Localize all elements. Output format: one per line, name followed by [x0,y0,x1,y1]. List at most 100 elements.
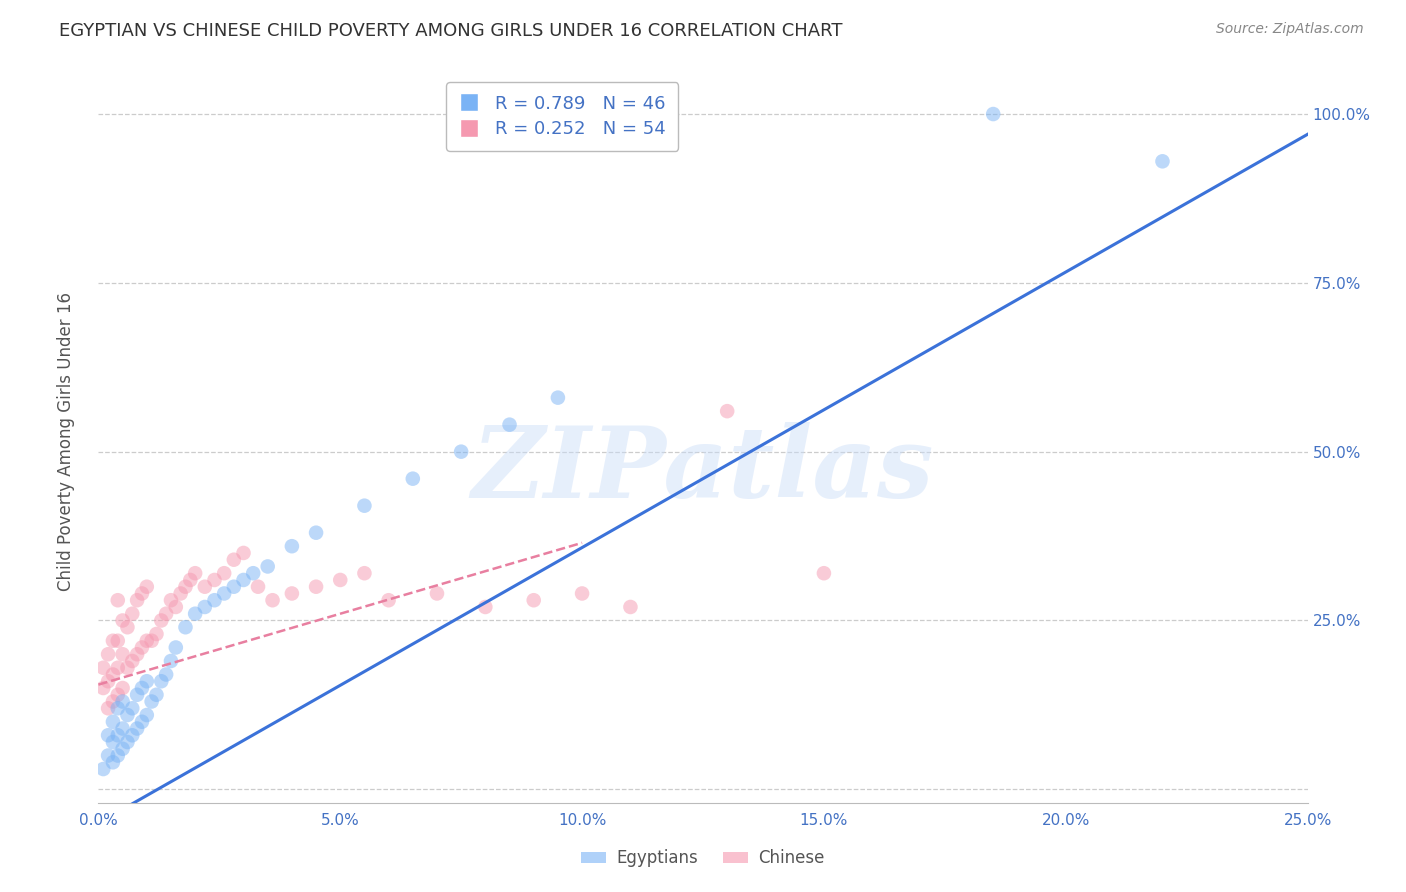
Point [145,688,167,702]
Point [242,566,264,581]
Point [101,633,124,648]
Point [91,661,114,675]
Point [160,654,183,668]
Point [101,714,124,729]
Point [127,593,149,607]
Point [1152,154,1174,169]
Point [107,728,129,742]
Point [111,722,134,736]
Point [135,708,157,723]
Point [194,599,217,614]
Point [353,499,375,513]
Text: ZIPatlas: ZIPatlas [472,422,934,518]
Point [107,633,129,648]
Point [141,633,163,648]
Legend: Egyptians, Chinese: Egyptians, Chinese [575,843,831,874]
Point [131,640,153,655]
Point [107,688,129,702]
Point [222,580,245,594]
Point [111,694,134,708]
Point [101,756,124,770]
Point [111,647,134,661]
Point [97,674,120,689]
Text: EGYPTIAN VS CHINESE CHILD POVERTY AMONG GIRLS UNDER 16 CORRELATION CHART: EGYPTIAN VS CHINESE CHILD POVERTY AMONG … [59,22,842,40]
Y-axis label: Child Poverty Among Girls Under 16: Child Poverty Among Girls Under 16 [56,292,75,591]
Point [174,580,197,594]
Point [232,573,254,587]
Point [111,614,134,628]
Point [135,633,157,648]
Point [232,546,254,560]
Point [353,566,375,581]
Point [121,728,143,742]
Point [155,667,177,681]
Point [281,586,304,600]
Point [329,573,352,587]
Point [127,722,149,736]
Point [91,681,114,695]
Point [150,674,173,689]
Point [107,701,129,715]
Point [117,620,139,634]
Point [117,661,139,675]
Point [305,525,328,540]
Point [212,586,235,600]
Point [474,599,496,614]
Point [498,417,520,432]
Point [402,472,425,486]
Point [121,654,143,668]
Point [426,586,449,600]
Point [450,444,472,458]
Point [169,586,191,600]
Point [571,586,593,600]
Point [256,559,278,574]
Point [97,728,120,742]
Point [127,647,149,661]
Point [155,607,177,621]
Point [135,674,157,689]
Point [131,586,153,600]
Point [184,566,207,581]
Point [281,539,304,553]
Point [165,599,187,614]
Point [262,593,284,607]
Point [305,580,328,594]
Point [184,607,207,621]
Point [131,714,153,729]
Point [97,701,120,715]
Point [174,620,197,634]
Point [127,688,149,702]
Point [150,614,173,628]
Point [194,580,217,594]
Point [212,566,235,581]
Point [165,640,187,655]
Point [107,748,129,763]
Point [141,694,163,708]
Text: Source: ZipAtlas.com: Source: ZipAtlas.com [1216,22,1364,37]
Point [97,647,120,661]
Point [101,735,124,749]
Point [716,404,738,418]
Point [145,627,167,641]
Point [523,593,546,607]
Point [121,701,143,715]
Point [377,593,399,607]
Point [101,694,124,708]
Point [111,681,134,695]
Point [91,762,114,776]
Point [981,107,1004,121]
Point [117,708,139,723]
Point [101,667,124,681]
Point [121,607,143,621]
Point [97,748,120,763]
Point [179,573,201,587]
Point [107,593,129,607]
Point [160,593,183,607]
Point [222,552,245,566]
Point [547,391,569,405]
Point [204,593,226,607]
Point [247,580,270,594]
Point [135,580,157,594]
Point [204,573,226,587]
Point [619,599,641,614]
